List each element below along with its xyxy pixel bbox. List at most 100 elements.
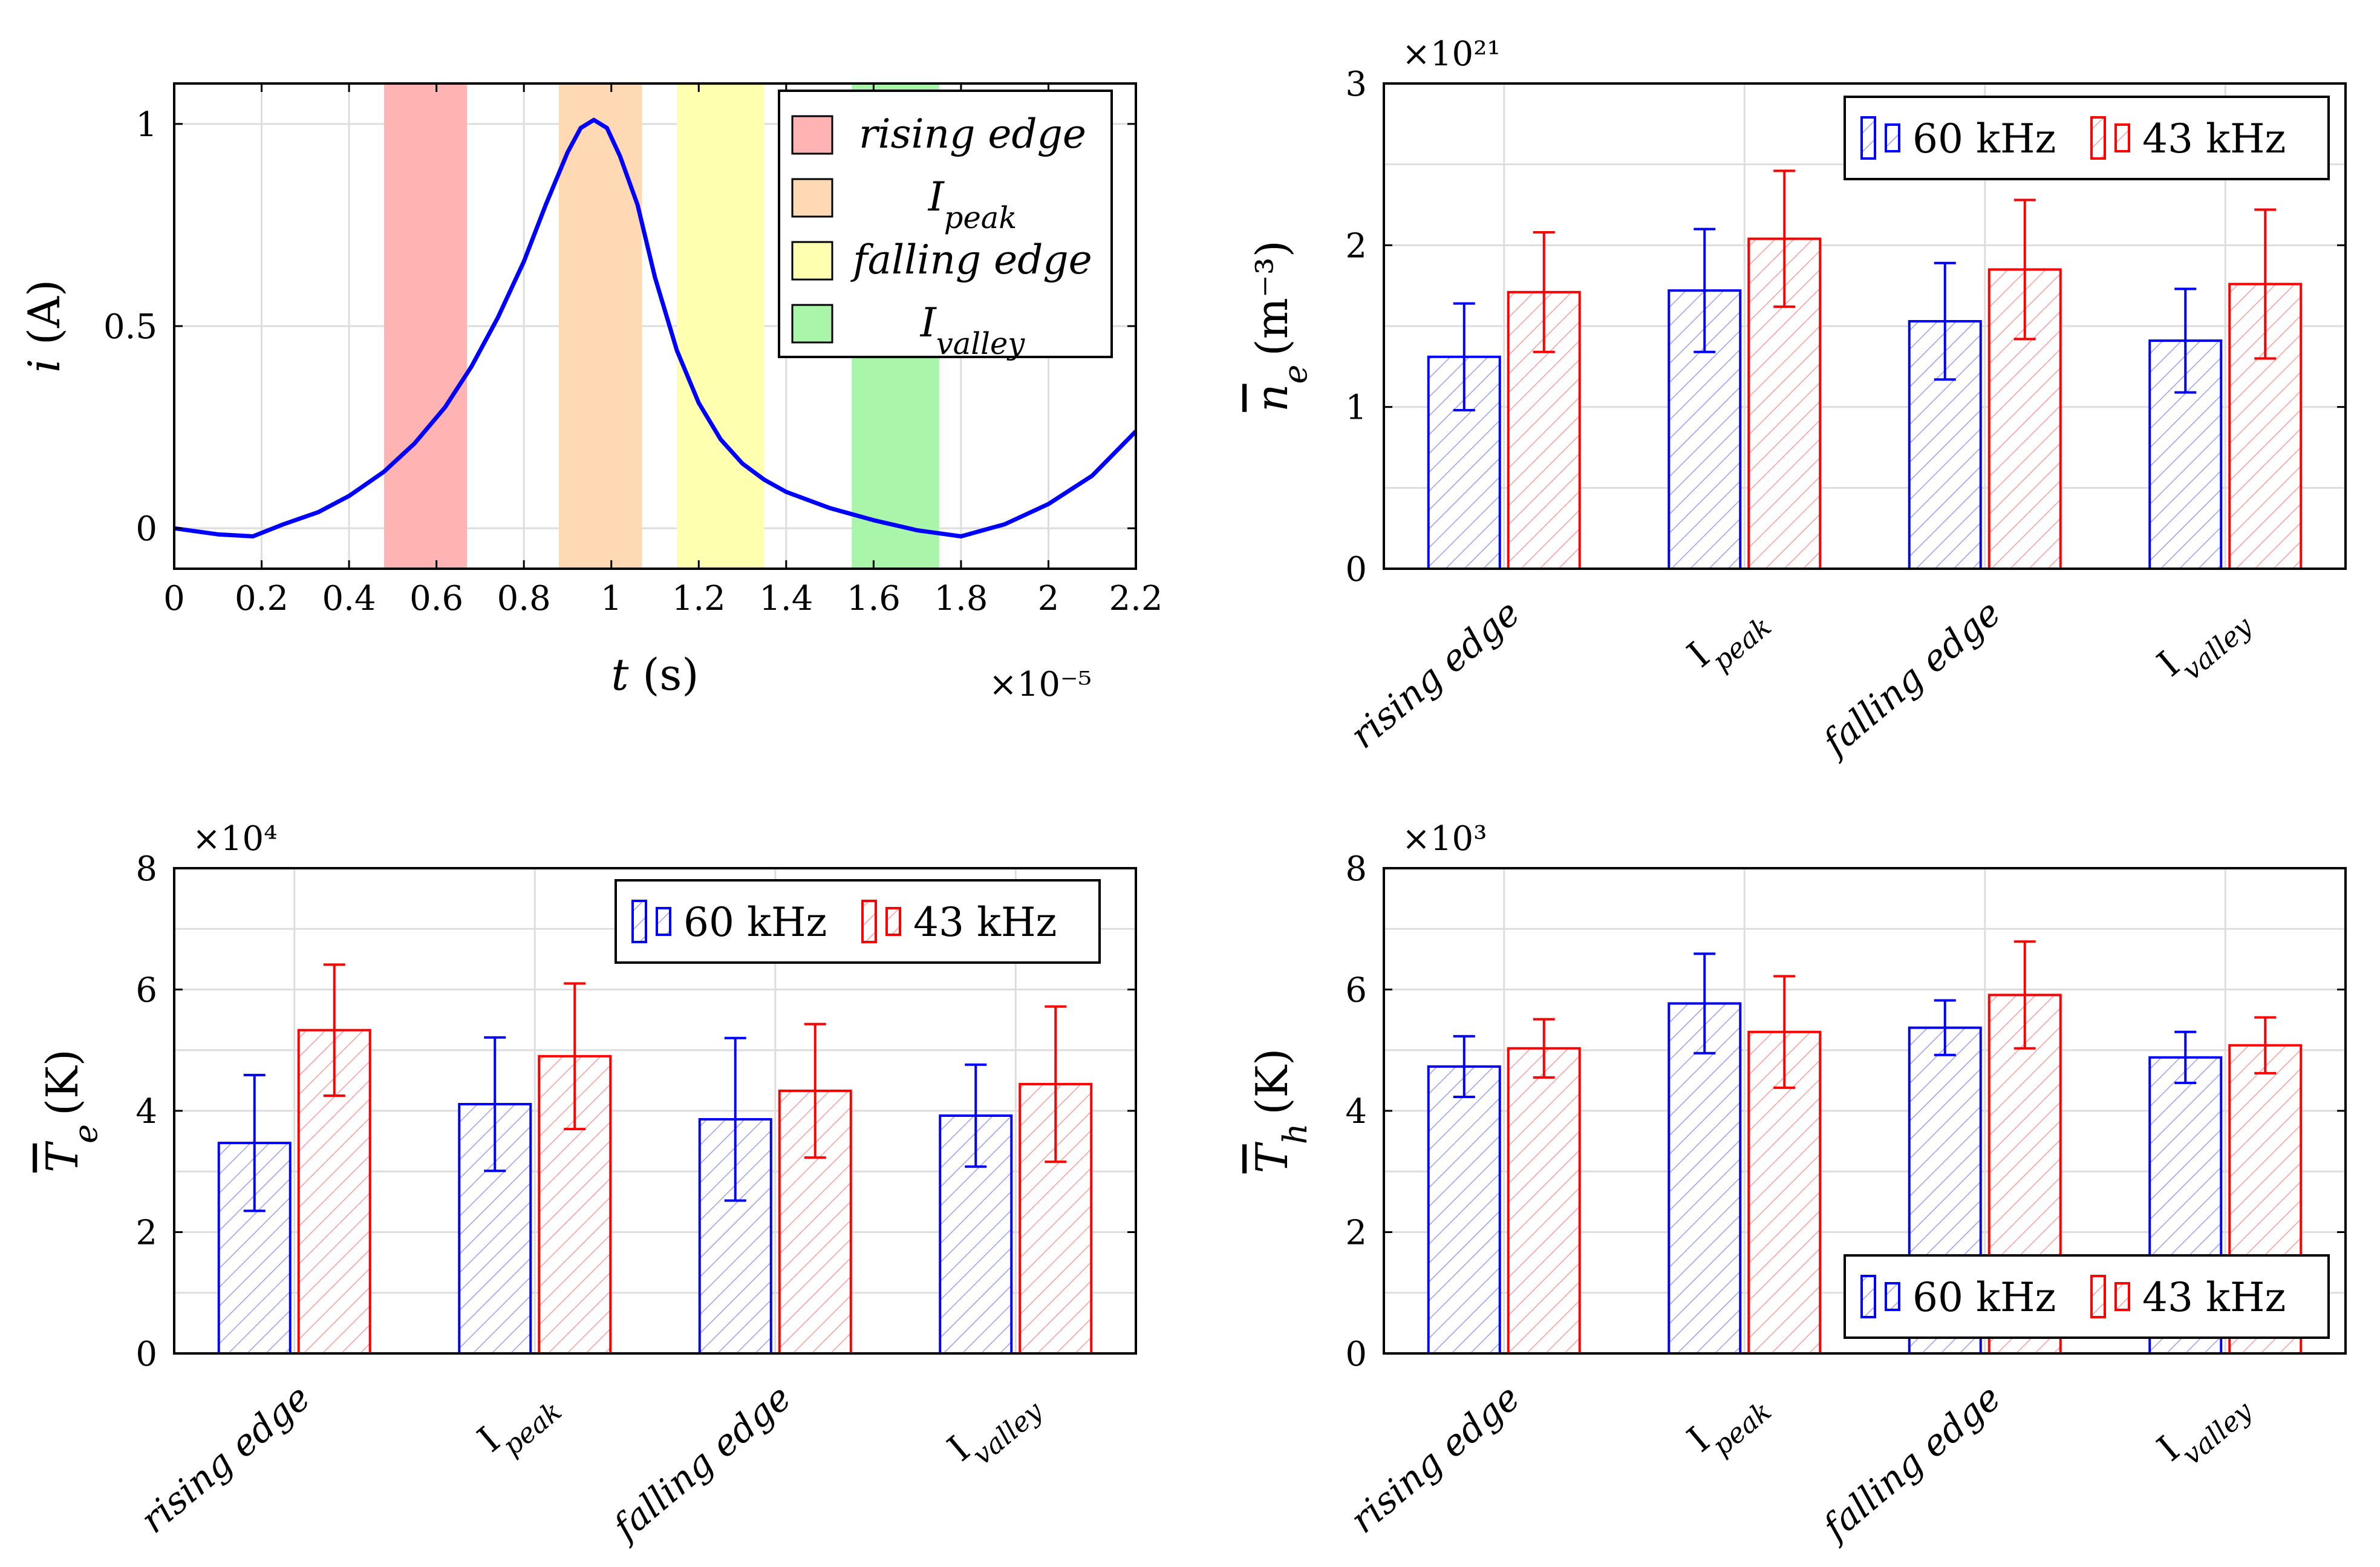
- legend-box: [778, 90, 1113, 358]
- y-multiplier: ×10³: [1402, 819, 1487, 859]
- x-axis-label-unit: (s): [628, 649, 699, 700]
- x-tick-label: 1: [601, 579, 622, 618]
- x-tick-label: 2.2: [1109, 579, 1162, 618]
- y-tick-label: 4: [1345, 1092, 1367, 1131]
- y-tick-label: 8: [1345, 849, 1367, 889]
- category-label-2: falling edge: [1813, 592, 2009, 765]
- current-waveform-chart: 0 0.2 0.4 0.6 0.8 1 1.2 1.4 1.6 1.8 2 2.2 0 0.5 1 t (s)…: [19, 82, 1163, 704]
- legend-label-1-sub: peak: [944, 200, 1017, 235]
- legend: 60 kHz 43 kHz: [615, 879, 1101, 964]
- bar-43-kHz-0: [1507, 1047, 1581, 1355]
- bar-60-kHz-1: [1668, 1002, 1742, 1355]
- y-axis-label-var: n: [1247, 384, 1297, 411]
- x-tick-label: 0: [163, 579, 185, 618]
- category-label-main: falling edge: [1813, 592, 2009, 765]
- y-tick-label: 1: [1345, 388, 1367, 428]
- x-tick-label: 2: [1038, 579, 1060, 618]
- legend-swatch-a: [1860, 1275, 1876, 1318]
- y-tick-label: 3: [1345, 65, 1367, 104]
- category-label-main: rising edge: [1343, 592, 1528, 757]
- current-line: [174, 117, 1138, 538]
- y-multiplier: ×10⁴: [192, 819, 278, 859]
- y-tick-label: 2: [1345, 1214, 1367, 1253]
- legend-label-1: Ipeak: [928, 174, 1017, 235]
- y-axis-label-sub: h: [1276, 1124, 1314, 1145]
- legend-label-1: 43 kHz: [2142, 116, 2286, 162]
- category-label-3: Ivalley: [2150, 591, 2258, 695]
- bar-60-kHz-0: [1427, 1065, 1501, 1355]
- legend-swatch-2: [791, 241, 833, 281]
- category-label-0: rising edge: [1343, 1376, 1528, 1542]
- category-label-main: rising edge: [1343, 1376, 1528, 1542]
- y-tick-label: 2: [135, 1214, 157, 1253]
- y-axis-label-sub: e: [67, 1124, 105, 1143]
- electron-density-chart: rising edge Ipeak falling edge Ivalley 0 1 2 3 ×…: [1247, 34, 2347, 765]
- band-0: [383, 83, 468, 569]
- category-label-1: Ipeak: [1680, 1376, 1778, 1471]
- legend-label-3-main: I: [920, 299, 937, 346]
- legend-swatch-3: [791, 304, 833, 344]
- legend-box: [1844, 1254, 2330, 1339]
- legend: 60 kHz 43 kHz: [1844, 96, 2330, 180]
- legend-swatch-b: [2114, 1282, 2130, 1311]
- x-axis-label-var: t: [611, 649, 630, 700]
- x-tick-label: 1.4: [759, 579, 813, 618]
- electron-temperature-chart: rising edge Ipeak falling edge Ivalley 0 2 4 6 8…: [37, 819, 1137, 1550]
- y-axis-label-var: T: [1247, 1141, 1297, 1173]
- y-tick-label: 0.5: [103, 307, 157, 347]
- plot-frame: [1383, 82, 2347, 570]
- y-tick-label: 4: [135, 1092, 157, 1131]
- legend-label-0: 60 kHz: [683, 899, 827, 946]
- legend-label-0: 60 kHz: [1912, 116, 2056, 162]
- category-label-main: rising edge: [133, 1376, 319, 1542]
- x-tick-label: 0.4: [322, 579, 376, 618]
- category-label-sub: valley: [2176, 610, 2258, 687]
- y-tick-label: 8: [135, 849, 157, 889]
- category-label-2: falling edge: [1813, 1376, 2009, 1550]
- y-axis-label-unit: (K): [37, 1049, 88, 1116]
- band-2: [677, 83, 765, 569]
- y-axis-label-unit: (A): [19, 280, 70, 359]
- legend-swatch-a: [2090, 1275, 2106, 1318]
- legend-swatch-a: [861, 900, 877, 943]
- y-tick-label: 0: [135, 509, 157, 549]
- x-tick-label: 0.6: [409, 579, 463, 618]
- x-multiplier: ×10⁻⁵: [989, 665, 1092, 704]
- legend-swatch-b: [2114, 123, 2130, 152]
- y-axis-label-var: i: [19, 359, 70, 373]
- y-tick-label: 6: [135, 971, 157, 1010]
- legend-label-3: Ivalley: [920, 299, 1026, 361]
- x-tick-label: 1.8: [934, 579, 988, 618]
- legend-swatch-a: [1860, 116, 1876, 160]
- category-label-1: Ipeak: [470, 1376, 568, 1471]
- legend-label-1: 43 kHz: [2142, 1274, 2286, 1321]
- category-label-sub: valley: [966, 1395, 1048, 1471]
- category-label-sub: valley: [2176, 1395, 2258, 1471]
- heavy-temperature-chart: rising edge Ipeak falling edge Ivalley 0 2 4 6 8…: [1247, 819, 2347, 1550]
- legend-swatch-b: [656, 907, 671, 936]
- y-tick-label: 0: [1345, 1335, 1367, 1374]
- y-axis-label-unit: (K): [1247, 1048, 1297, 1115]
- band-1: [559, 83, 642, 569]
- y-tick-label: 6: [1345, 971, 1367, 1010]
- y-axis-label: Th (K): [1247, 1048, 1314, 1174]
- category-label-1: Ipeak: [1680, 592, 1778, 687]
- y-multiplier: ×10²¹: [1402, 34, 1501, 74]
- y-tick-label: 0: [1345, 550, 1367, 589]
- legend-swatch-b: [1885, 1282, 1900, 1311]
- legend-swatch-a: [631, 900, 647, 943]
- y-axis-label-sub: e: [1276, 364, 1314, 384]
- legend-swatch-a: [2090, 116, 2106, 160]
- legend-label-0-main: rising edge: [859, 111, 1086, 157]
- y-axis-label-var: T: [37, 1140, 88, 1173]
- legend-box: [1844, 96, 2330, 180]
- category-label-2: falling edge: [604, 1376, 799, 1550]
- legend-swatch-b: [1885, 123, 1900, 152]
- y-axis-label-unit: (m⁻³): [1247, 240, 1297, 356]
- x-tick-label: 1.2: [672, 579, 726, 618]
- category-label-3: Ivalley: [940, 1376, 1049, 1480]
- legend-swatch-b: [885, 907, 901, 936]
- y-tick-label: 2: [1345, 226, 1367, 266]
